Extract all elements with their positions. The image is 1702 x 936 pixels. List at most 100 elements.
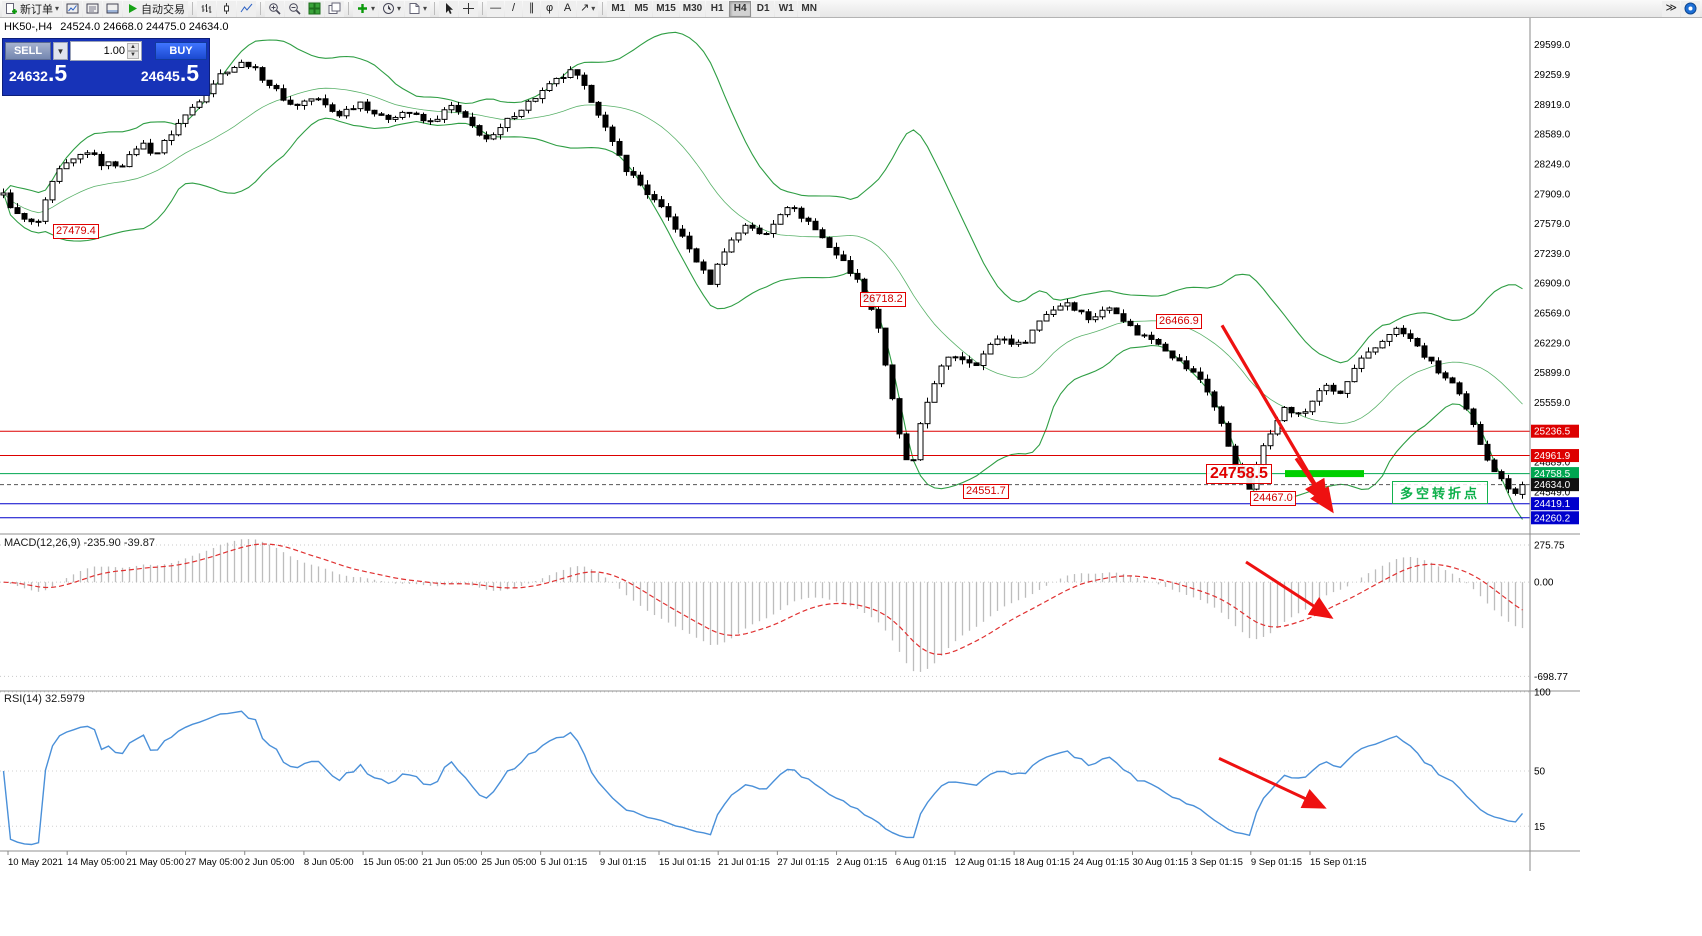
buy-button[interactable]: BUY [155,42,207,60]
svg-text:24634.0: 24634.0 [1534,480,1571,491]
crosshair-button[interactable] [459,0,479,17]
chart-title: HK50-,H4 24524.0 24668.0 24475.0 24634.0 [4,21,229,33]
svg-text:21 Jun 05:00: 21 Jun 05:00 [422,857,477,868]
fibonacci-button-glyph: φ [545,2,554,14]
terminal-window-button[interactable] [103,0,123,17]
svg-text:25899.0: 25899.0 [1534,368,1571,379]
timeframe-w1-button[interactable]: W1 [775,0,798,17]
svg-text:24758.5: 24758.5 [1534,469,1571,480]
timeframe-h4-button[interactable]: H4 [729,0,752,17]
cascade-windows-button[interactable] [325,0,345,17]
tile-windows-button[interactable] [305,0,325,17]
text-button-glyph: A [563,2,572,14]
indicators-button[interactable]: ▾ [353,0,379,17]
svg-text:15 Jul 01:15: 15 Jul 01:15 [659,857,711,868]
svg-text:14 May 05:00: 14 May 05:00 [67,857,125,868]
dropdown-arrow-icon: ▾ [591,3,596,13]
svg-text:5 Jul 01:15: 5 Jul 01:15 [541,857,587,868]
scroll-to-end-button[interactable]: ≫ [1662,0,1680,17]
app-logo-icon[interactable] [1681,0,1700,17]
svg-text:25559.0: 25559.0 [1534,398,1571,409]
new-order-button-label: 新订单 [20,3,53,16]
winbottom-icon [106,3,119,14]
price-flag[interactable]: 27479.4 [53,224,99,240]
svg-text:15 Jun 05:00: 15 Jun 05:00 [363,857,418,868]
svg-text:3 Sep 01:15: 3 Sep 01:15 [1192,857,1243,868]
chart-canvas[interactable]: 29599.0 29259.9 28919.0 28589.0 28249.0 27909… [0,18,1702,936]
timeframe-m15-button[interactable]: M15 [653,0,679,17]
horizontal-line-button[interactable]: — [487,0,505,17]
data-window-button[interactable] [83,0,103,17]
winchart-icon [66,3,79,14]
play-icon [129,4,138,13]
bar-chart-button[interactable] [197,0,217,17]
svg-text:18 Aug 01:15: 18 Aug 01:15 [1014,857,1070,868]
toolbar-separator [602,2,604,15]
autotrading-button[interactable]: 自动交易 [123,0,189,17]
svg-text:27909.0: 27909.0 [1534,190,1571,201]
key-level-label[interactable]: 24758.5 [1206,463,1272,484]
templates-button[interactable]: ▾ [405,0,431,17]
svg-text:24260.2: 24260.2 [1534,513,1571,524]
timeframe-m5-button[interactable]: M5 [630,0,653,17]
timeframe-d1-button[interactable]: D1 [752,0,775,17]
cascade-icon [328,2,341,14]
trendline-button-glyph: / [512,2,516,14]
cursor-button[interactable] [439,0,459,17]
svg-text:275.75: 275.75 [1534,541,1565,552]
zoomout-icon [289,3,301,15]
timeframe-h1-button[interactable]: H1 [706,0,729,17]
arrows-button[interactable]: ↗ ▾ [577,0,599,17]
price-flag[interactable]: 26718.2 [860,291,906,307]
svg-text:27 Jul 01:15: 27 Jul 01:15 [777,857,829,868]
zoom-in-button[interactable] [265,0,285,17]
new-order-button[interactable]: 新订单 ▾ [2,0,63,17]
timeframe-m1-button[interactable]: M1 [607,0,630,17]
bars-icon [201,4,212,13]
svg-text:0.00: 0.00 [1534,578,1554,589]
svg-text:25 Jun 05:00: 25 Jun 05:00 [481,857,536,868]
svg-text:28919.0: 28919.0 [1534,100,1571,111]
dropdown-arrow-icon: ▾ [371,3,376,13]
svg-text:10 May 2021: 10 May 2021 [8,857,63,868]
arrows-button-glyph: ↗ [580,2,590,14]
turning-point-label[interactable]: 多空转折点 [1392,481,1489,504]
line-chart-button[interactable] [237,0,257,17]
svg-text:25236.5: 25236.5 [1534,427,1571,438]
channel-button-glyph: ∥ [528,2,535,14]
dropdown-arrow-icon: ▾ [423,3,428,13]
green-level-bar[interactable] [1285,470,1364,478]
toolbar-separator [260,2,262,15]
text-button[interactable]: A [559,0,577,17]
volume-dropdown-button[interactable]: ▼ [53,42,68,60]
charts-window-button[interactable] [63,0,83,17]
candlestick-chart-button[interactable] [217,0,237,17]
volume-step-down-button[interactable]: ▼ [127,51,139,59]
toolbar-separator [348,2,350,15]
buy-price: 24645.5 [140,60,199,86]
price-flag[interactable]: 24467.0 [1250,491,1296,507]
timeframe-mn-button[interactable]: MN [798,0,821,17]
price-axis: 29599.0 29259.9 28919.0 28589.0 28249.0 27909… [1529,18,1579,871]
price-flag[interactable]: 26466.9 [1156,314,1202,330]
candles-layer [0,59,1526,499]
volume-input[interactable] [71,44,127,58]
time-axis: 10 May 2021 14 May 05:00 21 May 05:00 27 Ma… [7,851,1367,868]
zoom-out-button[interactable] [285,0,305,17]
trendline-button[interactable]: / [505,0,523,17]
fibonacci-button[interactable]: φ [541,0,559,17]
svg-text:8 Jun 05:00: 8 Jun 05:00 [304,857,354,868]
dropdown-arrow-icon: ▾ [55,3,60,13]
volume-step-up-button[interactable]: ▲ [127,43,139,51]
symbol-period-label: HK50-,H4 [4,21,53,33]
price-flag[interactable]: 24551.7 [963,483,1009,499]
channel-button[interactable]: ∥ [523,0,541,17]
svg-text:24961.9: 24961.9 [1534,451,1571,462]
svg-text:6 Aug 01:15: 6 Aug 01:15 [896,857,947,868]
autotrading-button-label: 自动交易 [141,3,186,16]
macd-panel: 275.75 0.00 -698.77 [0,539,1568,683]
sell-button[interactable]: SELL [5,42,51,60]
timeframe-m30-button[interactable]: M30 [679,0,706,17]
periods-button[interactable]: ▾ [379,0,405,17]
toolbar-separator [434,2,436,15]
